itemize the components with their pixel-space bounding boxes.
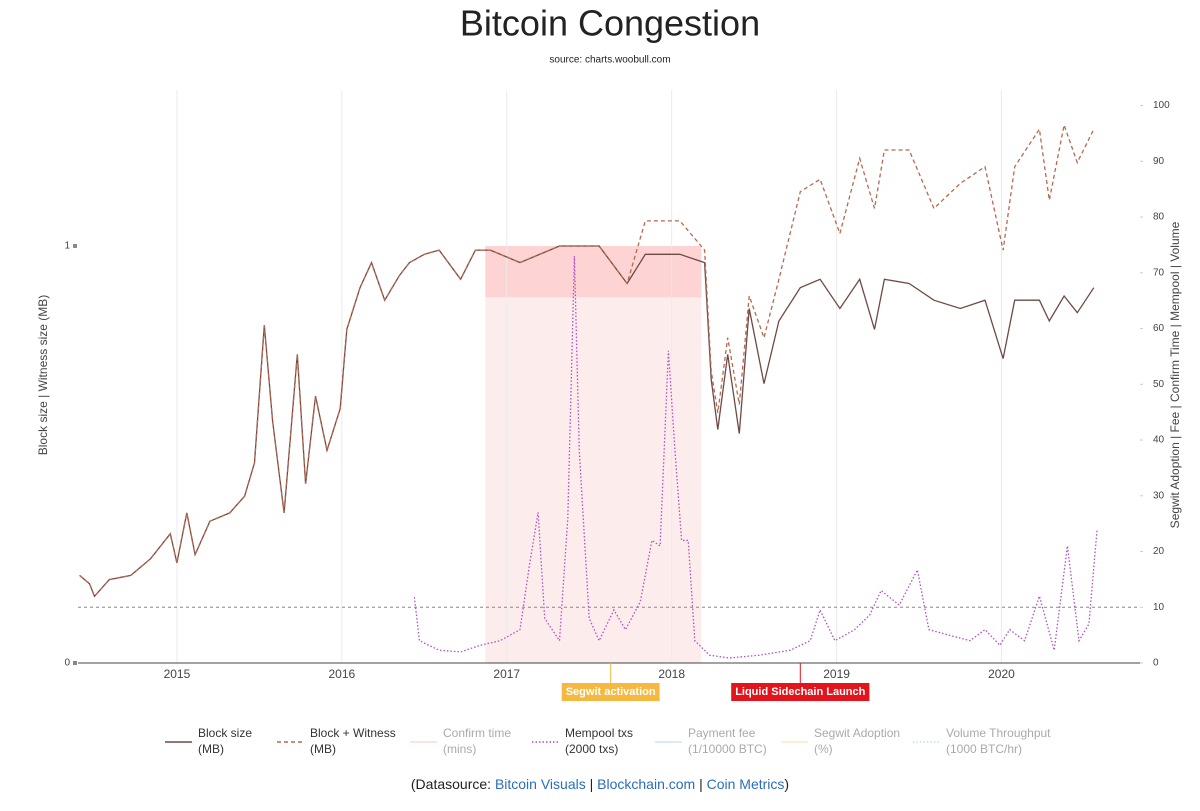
legend-label: Confirm time — [443, 726, 511, 740]
footer-link[interactable]: Bitcoin Visuals — [494, 776, 586, 792]
y2-tick-label: 0 — [1153, 658, 1159, 669]
series-line — [79, 122, 1095, 598]
annotation-box — [561, 683, 660, 701]
y2-tick-label: 100 — [1153, 100, 1170, 111]
x-tick-label: 2018 — [658, 667, 685, 681]
x-tick-label: 2015 — [164, 667, 191, 681]
x-tick-label: 2019 — [823, 667, 850, 681]
footer-suffix: ) — [784, 776, 790, 792]
legend-label: Block + Witness — [310, 726, 396, 740]
legend-unit: (mins) — [443, 742, 476, 756]
y-tick-mark — [73, 243, 77, 248]
footer-prefix: (Datasource: — [410, 776, 492, 792]
legend-label: Payment fee — [688, 726, 756, 740]
legend-unit: (MB) — [198, 742, 224, 756]
chart: Bitcoin Congestion source: charts.woobul… — [36, 3, 1182, 757]
x-tick-label: 2017 — [493, 667, 520, 681]
legend-unit: (MB) — [310, 742, 336, 756]
annotation-label: Liquid Sidechain Launch — [735, 686, 865, 698]
legend-unit: (1/10000 BTC) — [688, 742, 767, 756]
y-tick-label: 0 — [64, 658, 70, 669]
footer-link[interactable]: Blockchain.com — [597, 776, 696, 792]
y2-tick-label: 10 — [1153, 602, 1165, 613]
y2-tick-label: 50 — [1153, 379, 1165, 390]
chart-title: Bitcoin Congestion — [460, 3, 760, 44]
legend-label: Block size — [198, 726, 252, 740]
legend-unit: (2000 txs) — [565, 742, 618, 756]
y2-axis-title: Segwit Adoption | Fee | Confirm Time | M… — [1168, 221, 1182, 528]
annotation-label: Segwit activation — [566, 686, 656, 698]
y2-tick-label: 30 — [1153, 490, 1165, 501]
series-line — [413, 256, 1098, 659]
x-tick-label: 2016 — [328, 667, 355, 681]
legend-unit: (1000 BTC/hr) — [946, 742, 1022, 756]
legend-label: Mempool txs — [565, 726, 633, 740]
chart-subtitle: source: charts.woobull.com — [549, 55, 670, 66]
legend-unit: (%) — [814, 742, 833, 756]
y-tick-mark — [73, 661, 77, 665]
footer-separator: | — [589, 776, 594, 792]
y2-tick-label: 20 — [1153, 546, 1165, 557]
footer-link[interactable]: Coin Metrics — [706, 776, 785, 792]
y-tick-label: 1 — [64, 241, 70, 252]
legend-label: Segwit Adoption — [814, 726, 900, 740]
x-tick-label: 2020 — [988, 667, 1015, 681]
y2-tick-label: 40 — [1153, 435, 1165, 446]
footer-separator: | — [699, 776, 703, 792]
y2-tick-label: 90 — [1153, 156, 1165, 167]
legend-label: Volume Throughput — [946, 726, 1051, 740]
y-axis-title: Block size | Witness size (MB) — [36, 295, 50, 455]
y2-tick-label: 70 — [1153, 267, 1165, 278]
y2-tick-label: 60 — [1153, 323, 1165, 334]
shaded-region — [485, 245, 702, 664]
y2-tick-label: 80 — [1153, 212, 1165, 223]
footer: (Datasource: Bitcoin Visuals | Blockchai… — [0, 776, 1200, 792]
annotation-box — [731, 683, 870, 701]
